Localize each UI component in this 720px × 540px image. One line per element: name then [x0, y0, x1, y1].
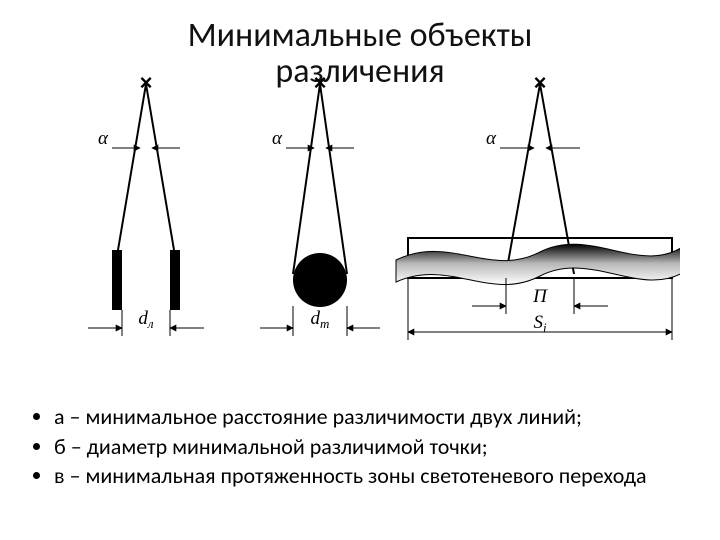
alpha-label: α	[98, 128, 109, 149]
bullet-c: в – минимальная протяженность зоны свето…	[54, 461, 680, 491]
cone-line	[146, 84, 174, 250]
cone-line	[118, 84, 146, 250]
line-bar-right	[170, 250, 180, 310]
disc-shape	[293, 253, 347, 307]
legend-bullets: а – минимальное расстояние различимости …	[32, 402, 680, 491]
alpha-label: α	[272, 128, 283, 149]
panel-transition: × α П Si	[396, 74, 680, 340]
cone-line	[506, 84, 540, 274]
Si-label: Si	[533, 312, 547, 335]
line-bar-left	[112, 250, 122, 310]
panel-disc: × α dт	[260, 74, 380, 336]
alpha-label: α	[486, 128, 497, 149]
cone-line	[293, 84, 320, 274]
d-T-label: dт	[311, 308, 330, 331]
panel-two-lines: × α dл	[88, 74, 204, 336]
bullet-a: а – минимальное расстояние различимости …	[54, 402, 680, 432]
bullet-b: б – диаметр минимальной различимой точки…	[54, 432, 680, 462]
diagram-figure: × α dл	[40, 74, 680, 370]
cone-line	[320, 84, 347, 274]
P-label: П	[532, 286, 548, 307]
d-L-label: dл	[138, 308, 154, 331]
